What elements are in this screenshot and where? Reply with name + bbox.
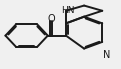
Text: HN: HN — [62, 6, 75, 14]
Text: O: O — [47, 14, 55, 24]
Text: N: N — [103, 50, 111, 60]
